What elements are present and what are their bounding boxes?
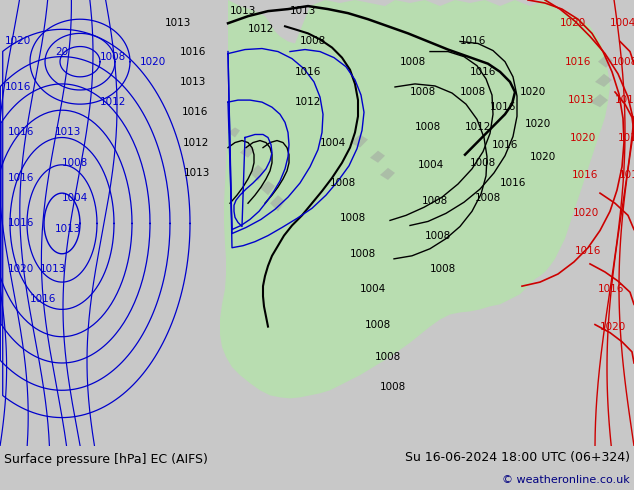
Text: 1020: 1020 [520,87,547,97]
Text: 1016: 1016 [5,82,31,92]
Text: 1016: 1016 [460,36,486,47]
Text: 1008: 1008 [470,158,496,168]
Text: 1004: 1004 [320,138,346,147]
Text: 20: 20 [55,47,68,56]
Text: 1008: 1008 [350,249,376,259]
Polygon shape [595,74,612,87]
Polygon shape [220,0,610,398]
Text: 1013: 1013 [180,77,207,87]
Text: 1016: 1016 [598,284,624,294]
Text: 1008: 1008 [460,87,486,97]
Text: 1004: 1004 [418,160,444,170]
Polygon shape [380,168,395,180]
Text: 1008: 1008 [100,51,126,62]
Text: 1020: 1020 [140,57,166,67]
Polygon shape [590,94,608,107]
Text: 1008: 1008 [300,36,327,47]
Text: 1016: 1016 [575,246,602,256]
Text: 1008: 1008 [62,158,88,168]
Text: 1016: 1016 [572,170,598,180]
Text: 1013: 1013 [568,95,595,105]
Text: Su 16-06-2024 18:00 UTC (06+324): Su 16-06-2024 18:00 UTC (06+324) [405,451,630,465]
Text: 1012: 1012 [295,97,321,107]
Text: 1016: 1016 [619,170,634,180]
Polygon shape [370,150,385,163]
Text: 1013: 1013 [230,6,256,16]
Text: 1012: 1012 [248,24,275,34]
Text: 1016: 1016 [182,107,209,117]
Text: 1020: 1020 [525,120,551,129]
Polygon shape [598,54,613,68]
Text: 1008: 1008 [375,352,401,362]
Polygon shape [350,134,368,147]
Text: 1008: 1008 [430,264,456,274]
Text: 1008: 1008 [330,178,356,188]
Text: 1012: 1012 [615,95,634,105]
Text: 1020: 1020 [600,321,626,332]
Text: 1016: 1016 [8,127,34,138]
Text: 1008: 1008 [415,122,441,132]
Polygon shape [228,127,240,138]
Text: 1020: 1020 [573,208,599,219]
Text: Surface pressure [hPa] EC (AIFS): Surface pressure [hPa] EC (AIFS) [4,453,208,466]
Polygon shape [250,165,265,181]
Text: 1008: 1008 [410,87,436,97]
Text: 1004: 1004 [62,193,88,203]
Text: 1013: 1013 [290,6,316,16]
Text: 1004: 1004 [360,284,386,294]
Text: 1008: 1008 [425,231,451,241]
Text: 1008: 1008 [400,57,426,67]
Text: 1008: 1008 [340,214,366,223]
Text: 1012: 1012 [100,97,126,107]
Text: 1016: 1016 [500,178,526,188]
Text: 1016: 1016 [180,47,207,56]
Text: 1013: 1013 [55,223,81,234]
Text: 1016: 1016 [490,102,516,112]
Text: 1012: 1012 [183,138,209,147]
Text: 1013: 1013 [40,264,67,274]
Text: 1008: 1008 [380,382,406,392]
Text: 1008: 1008 [422,196,448,206]
Text: 1020: 1020 [5,36,31,47]
Text: 1008: 1008 [612,57,634,67]
Text: © weatheronline.co.uk: © weatheronline.co.uk [502,475,630,485]
Text: 1016: 1016 [30,294,56,304]
Polygon shape [270,195,285,211]
Text: 1016: 1016 [492,140,519,149]
Text: 1013: 1013 [165,18,191,28]
Text: 1016: 1016 [8,173,34,183]
Text: 1020: 1020 [560,18,586,28]
Text: 1013: 1013 [55,127,81,138]
Polygon shape [260,181,275,195]
Text: 1016: 1016 [8,219,34,228]
Text: 1013: 1013 [184,168,210,178]
Text: 1020: 1020 [8,264,34,274]
Text: 1012: 1012 [465,122,491,132]
Text: 1016: 1016 [565,57,592,67]
Text: 1020: 1020 [530,152,556,162]
Text: 1008: 1008 [475,193,501,203]
Text: 1020: 1020 [570,132,596,143]
Text: 1013: 1013 [618,132,634,143]
Text: 1016: 1016 [470,67,496,77]
Polygon shape [240,145,255,158]
Text: 1016: 1016 [295,67,321,77]
Text: 1004: 1004 [610,18,634,28]
Text: 1008: 1008 [365,319,391,330]
